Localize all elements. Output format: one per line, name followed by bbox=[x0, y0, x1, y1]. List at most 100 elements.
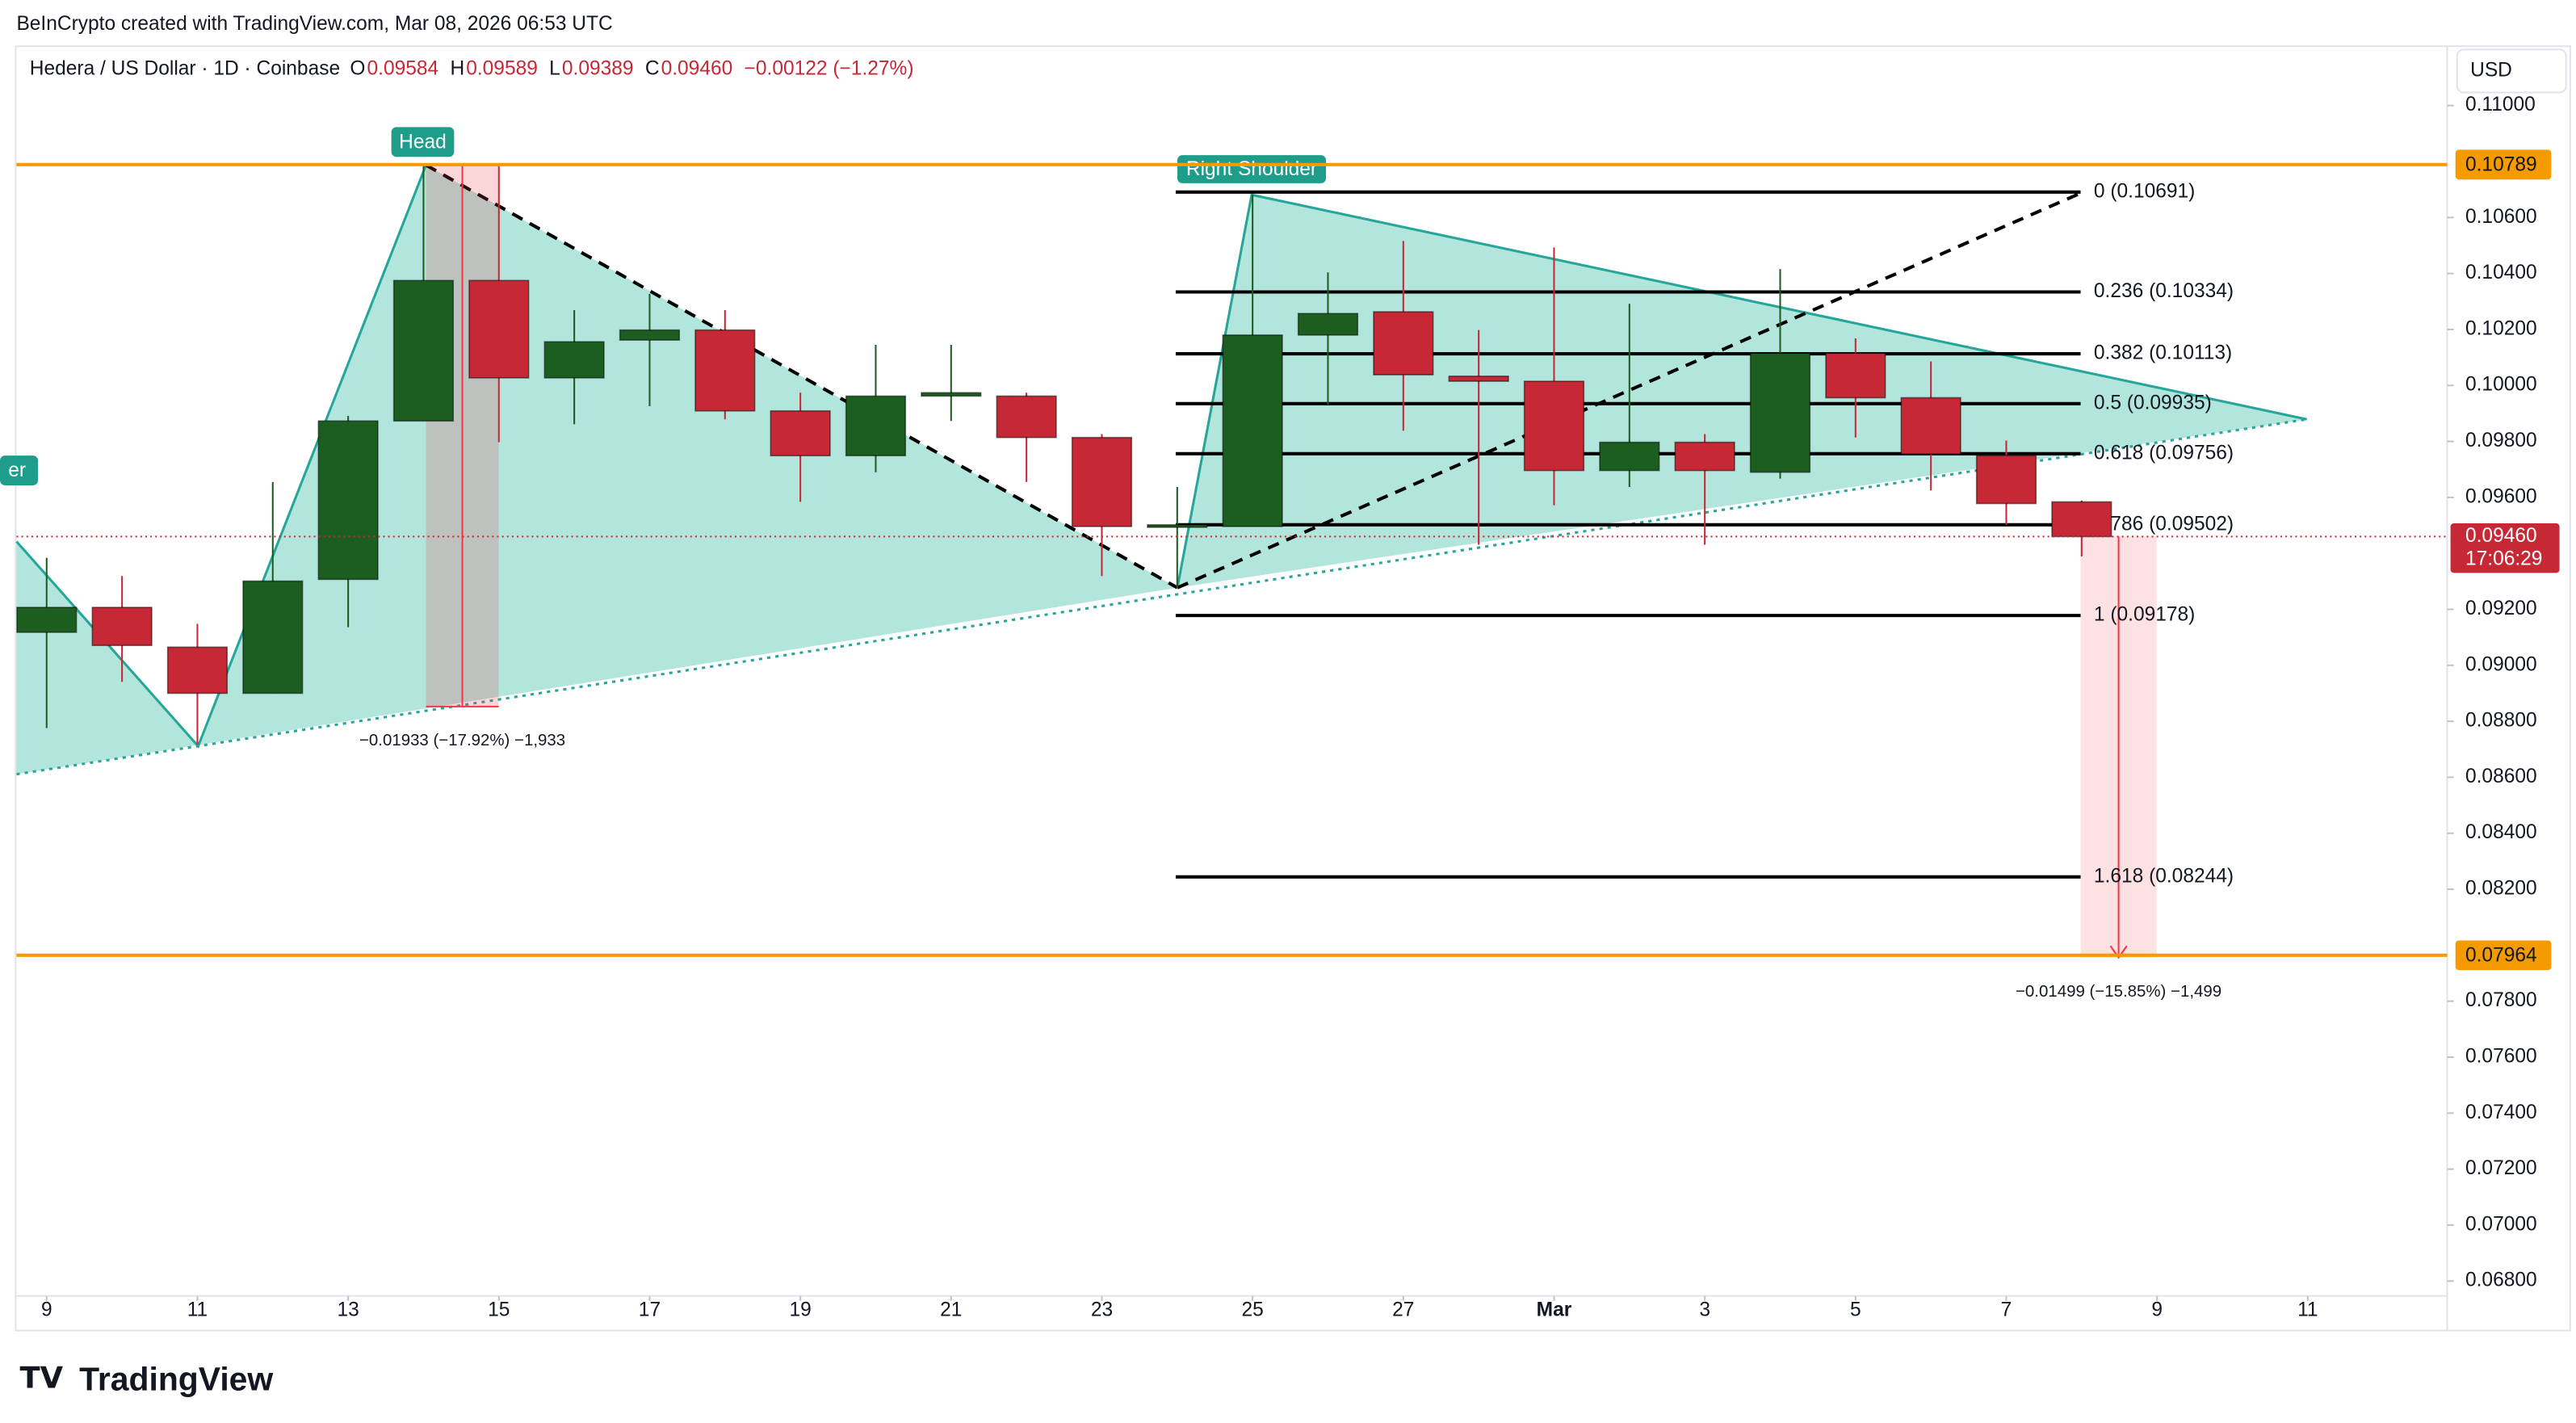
candle-body bbox=[845, 395, 907, 457]
y-tick-label: 0.09000 bbox=[2465, 653, 2537, 675]
currency: USD bbox=[2470, 59, 2512, 81]
countdown: 17:06:29 bbox=[2465, 548, 2542, 570]
candle-body bbox=[1825, 352, 1886, 399]
neckline bbox=[16, 418, 2307, 776]
x-tick-label: 7 bbox=[2001, 1299, 2012, 1320]
plot: 0 (0.10691) 0.236 (0.10334) 0.382 (0.10113… bbox=[16, 164, 2234, 887]
x-tick-label: 3 bbox=[1699, 1299, 1710, 1320]
candle-body bbox=[1749, 352, 1811, 473]
annotation-box bbox=[0, 455, 39, 485]
candle-body bbox=[1523, 380, 1585, 472]
candle-body bbox=[619, 329, 681, 341]
fib-label: 1.618 (0.08244) bbox=[2094, 865, 2234, 887]
x-tick-label: Mar bbox=[1537, 1299, 1572, 1320]
candle-body bbox=[996, 395, 1057, 439]
legend-change: −0.00122 (−1.27%) bbox=[745, 57, 914, 79]
x-tick-label: 23 bbox=[1091, 1299, 1113, 1320]
y-tick-label: 0.07400 bbox=[2465, 1102, 2537, 1123]
frame bbox=[15, 45, 2571, 1332]
price-level-badge bbox=[2455, 940, 2552, 971]
candle-body bbox=[1900, 397, 1961, 455]
candle-body bbox=[392, 279, 455, 422]
candle-body bbox=[2051, 501, 2112, 538]
y-tick-label: 0.10200 bbox=[2465, 317, 2537, 339]
candle-body bbox=[16, 607, 78, 633]
credit: BeInCrypto created with TradingView.com,… bbox=[16, 13, 612, 35]
x-tick-label: 13 bbox=[337, 1299, 359, 1320]
candle-body bbox=[468, 279, 530, 379]
candle-body bbox=[1448, 376, 1509, 382]
last-price-label: 0.09460 bbox=[2465, 525, 2537, 547]
price-level-label: 0.10789 bbox=[2465, 153, 2537, 175]
candle-body bbox=[1297, 313, 1359, 336]
y-tick-label: 0.10600 bbox=[2465, 206, 2537, 228]
price-level-badge bbox=[2455, 149, 2552, 180]
legend-value: 0.09389 bbox=[562, 57, 634, 79]
chart-title: Hedera / US Dollar · 1D · Coinbase bbox=[30, 57, 340, 79]
y-tick-label: 0.08200 bbox=[2465, 878, 2537, 900]
candle-body bbox=[543, 341, 605, 379]
y-tick-label: 0.11000 bbox=[2465, 94, 2536, 115]
measure-arrow bbox=[2109, 945, 2128, 959]
candle-body bbox=[166, 646, 229, 695]
head-triangle bbox=[16, 165, 1177, 774]
candle-body bbox=[770, 409, 831, 457]
y-tick-label: 0.07000 bbox=[2465, 1213, 2537, 1235]
annotation: Right Shoulder bbox=[1186, 158, 1317, 180]
candle-body bbox=[1975, 455, 2037, 505]
x-tick-label: 19 bbox=[789, 1299, 811, 1320]
annotation: Head bbox=[399, 131, 447, 153]
legend-key: H bbox=[450, 57, 464, 79]
annotation-box bbox=[1177, 155, 1327, 183]
y-tick-label: 0.09200 bbox=[2465, 598, 2537, 619]
candle-body bbox=[1599, 441, 1660, 472]
candle-body bbox=[317, 420, 379, 581]
y-tick-label: 0.09600 bbox=[2465, 485, 2537, 507]
candle-body bbox=[921, 392, 982, 397]
legend: O 0.09584 H 0.09589 L 0.09389 C 0.09460 −0.00122… bbox=[350, 57, 913, 79]
x-tick-label: 9 bbox=[41, 1299, 52, 1320]
x-tick-label: 27 bbox=[1392, 1299, 1414, 1320]
x-tick-label: 25 bbox=[1241, 1299, 1263, 1320]
fib-label: 0.5 (0.09935) bbox=[2094, 392, 2212, 413]
fib-label: 1 (0.09178) bbox=[2094, 604, 2195, 626]
annotation: er bbox=[8, 460, 26, 481]
last-price-badge bbox=[2450, 523, 2560, 573]
brand-logo: 𝗧𝗩 bbox=[20, 1362, 64, 1395]
legend-value: 0.09584 bbox=[367, 57, 439, 79]
brand: 𝗧𝗩 TradingView bbox=[20, 1361, 274, 1398]
y-tick-label: 0.10000 bbox=[2465, 374, 2537, 396]
trend-line bbox=[1177, 191, 2082, 590]
trend-line bbox=[425, 163, 1178, 590]
candle-body bbox=[91, 607, 153, 647]
y-tick-label: 0.07600 bbox=[2465, 1045, 2537, 1067]
x-tick-label: 11 bbox=[187, 1299, 208, 1320]
x-tick-label: 17 bbox=[639, 1299, 661, 1320]
legend-value: 0.09589 bbox=[466, 57, 538, 79]
brand-name: TradingView bbox=[79, 1361, 273, 1398]
legend-key: L bbox=[549, 57, 560, 79]
fib-label: 0.786 (0.09502) bbox=[2094, 513, 2234, 535]
y-tick-label: 0.08400 bbox=[2465, 821, 2537, 843]
legend-key: C bbox=[645, 57, 660, 79]
candle-body bbox=[1373, 311, 1434, 376]
measure-label: −0.01499 (−15.85%) −1,499 bbox=[2016, 982, 2221, 1001]
price-level-label: 0.07964 bbox=[2465, 944, 2537, 966]
fib-label: 0 (0.10691) bbox=[2094, 180, 2195, 202]
fib-label: 0.618 (0.09756) bbox=[2094, 442, 2234, 464]
y-tick-label: 0.08600 bbox=[2465, 766, 2537, 787]
x-tick-label: 21 bbox=[940, 1299, 962, 1320]
fib-label: 0.236 (0.10334) bbox=[2094, 280, 2234, 302]
currency-box bbox=[2456, 48, 2567, 94]
x-tick-label: 11 bbox=[2297, 1299, 2318, 1320]
candle-body bbox=[242, 580, 304, 695]
candle-body bbox=[1071, 436, 1133, 527]
x-tick-label: 5 bbox=[1850, 1299, 1861, 1320]
candle-body bbox=[694, 329, 756, 412]
pattern-edge bbox=[1176, 193, 2308, 588]
candle-body bbox=[1222, 334, 1283, 527]
candle-body bbox=[1674, 441, 1735, 472]
legend-key: O bbox=[350, 57, 365, 79]
legend-value: 0.09460 bbox=[661, 57, 733, 79]
